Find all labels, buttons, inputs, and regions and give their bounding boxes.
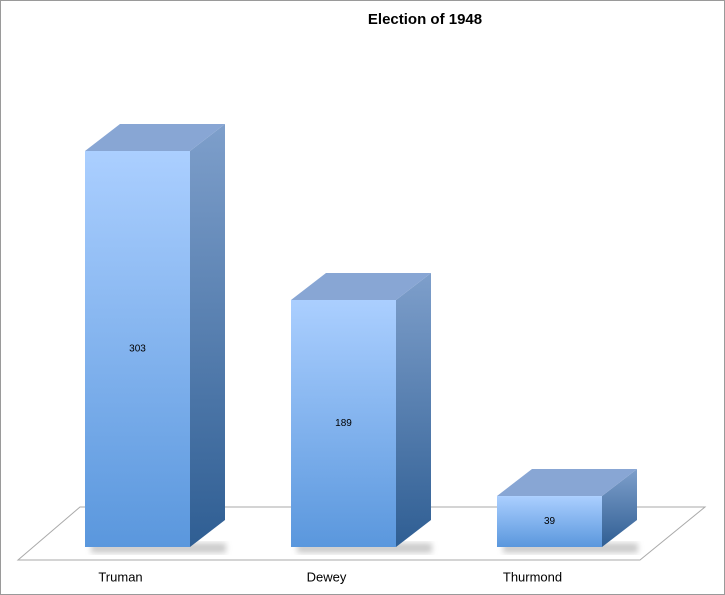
x-tick-label: Truman <box>98 569 142 584</box>
bar-top <box>497 469 637 497</box>
bar-shadow <box>91 543 226 553</box>
chart-title: Election of 1948 <box>368 11 482 28</box>
bar <box>291 272 432 553</box>
value-label: 189 <box>335 418 352 429</box>
value-label: 303 <box>129 344 146 355</box>
x-tick-label: Dewey <box>307 569 347 584</box>
bar-shadow <box>297 543 432 553</box>
bar-side <box>190 124 225 547</box>
bar-front <box>497 496 602 547</box>
bar-shadow <box>503 543 638 553</box>
bar-top <box>85 124 225 151</box>
value-label: 39 <box>544 516 556 527</box>
bar-side <box>602 469 637 547</box>
bar-front <box>291 299 396 547</box>
bar <box>85 124 226 553</box>
x-tick-label: Thurmond <box>503 569 562 584</box>
bar-top <box>291 272 431 300</box>
bar <box>497 469 638 553</box>
bar-front <box>85 151 190 547</box>
bar-side <box>396 272 431 547</box>
